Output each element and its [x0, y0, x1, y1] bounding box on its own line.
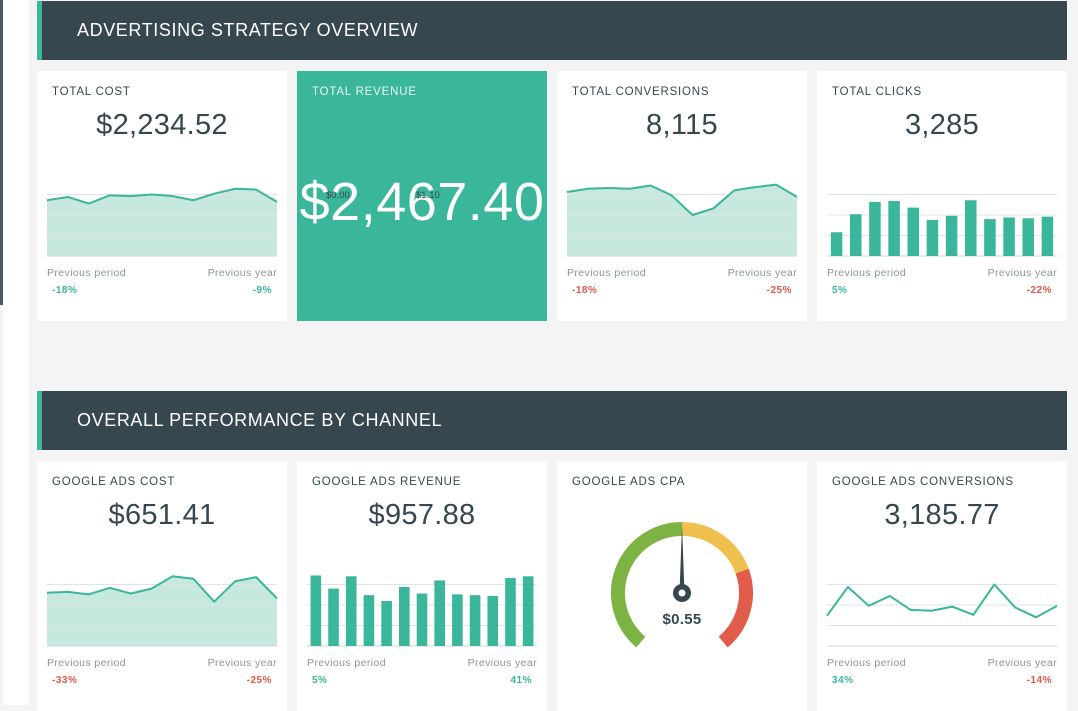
bar-11 [505, 578, 516, 646]
previous-year-change: -25% [247, 675, 272, 686]
bar-12 [523, 576, 534, 646]
gauge-hub-center [679, 590, 686, 597]
bar-2 [346, 576, 357, 646]
widget-big-value: $2,467.40 [297, 171, 547, 233]
previous-period-change: 5% [832, 285, 847, 296]
gauge-segment-warning [682, 529, 742, 571]
widget-title: TOTAL CLICKS [832, 86, 922, 98]
bar-3 [888, 201, 900, 256]
previous-year-change: -22% [1027, 285, 1052, 296]
previous-period-change: 34% [832, 675, 854, 686]
ads-revenue-bar-chart [307, 556, 537, 654]
series-line [827, 585, 1057, 618]
bar-11 [1042, 217, 1054, 256]
widget-total-clicks[interactable]: TOTAL CLICKS 3,285 Previous period Previ… [817, 71, 1067, 321]
widget-title: TOTAL COST [52, 86, 131, 98]
previous-period-label: Previous period [827, 267, 906, 279]
widget-value: $2,234.52 [37, 109, 287, 142]
gauge-min-label: $0.00 [326, 190, 350, 201]
widget-title: GOOGLE ADS CONVERSIONS [832, 476, 1014, 488]
bar-3 [364, 595, 375, 646]
bar-1 [850, 214, 862, 256]
previous-year-label: Previous year [208, 657, 277, 669]
bar-7 [434, 580, 445, 646]
left-panel-strip [3, 0, 29, 705]
previous-year-change: -25% [767, 285, 792, 296]
section-header-overview: ADVERTISING STRATEGY OVERVIEW [37, 1, 1067, 60]
area-fill [567, 185, 797, 256]
widget-value: $651.41 [37, 499, 287, 532]
widget-google-ads-revenue[interactable]: GOOGLE ADS REVENUE $957.88 Previous peri… [297, 461, 547, 711]
widget-google-ads-conversions[interactable]: GOOGLE ADS CONVERSIONS 3,185.77 Previous… [817, 461, 1067, 711]
bar-0 [311, 575, 322, 646]
previous-year-change: 41% [510, 675, 532, 686]
widget-title: GOOGLE ADS COST [52, 476, 175, 488]
bar-10 [1023, 218, 1035, 256]
conversions-area-chart [567, 166, 797, 264]
widget-google-ads-cpa[interactable]: GOOGLE ADS CPA $0.55 [557, 461, 807, 711]
bar-0 [831, 232, 843, 256]
widget-value: 3,185.77 [817, 499, 1067, 532]
widget-title: GOOGLE ADS REVENUE [312, 476, 461, 488]
gauge-value: $0.55 [557, 611, 807, 628]
widget-title: TOTAL CONVERSIONS [572, 86, 709, 98]
bar-7 [965, 200, 977, 256]
previous-year-change: -9% [253, 285, 272, 296]
previous-period-label: Previous period [47, 657, 126, 669]
area-fill [47, 189, 277, 256]
widget-google-ads-cost[interactable]: GOOGLE ADS COST $651.41 Previous period … [37, 461, 287, 711]
widget-title: GOOGLE ADS CPA [572, 476, 685, 488]
bar-8 [984, 219, 996, 256]
previous-period-label: Previous period [47, 267, 126, 279]
widget-value: $957.88 [297, 499, 547, 532]
cost-area-chart [47, 166, 277, 264]
previous-period-change: -33% [52, 675, 77, 686]
previous-year-label: Previous year [988, 267, 1057, 279]
bar-9 [1003, 217, 1015, 256]
widget-total-conversions[interactable]: TOTAL CONVERSIONS 8,115 Previous period … [557, 71, 807, 321]
widget-value: 8,115 [557, 109, 807, 142]
section-header-channel: OVERALL PERFORMANCE BY CHANNEL [37, 391, 1067, 450]
bar-10 [487, 596, 498, 646]
bar-4 [381, 601, 392, 646]
previous-period-change: -18% [572, 285, 597, 296]
widget-title: TOTAL REVENUE [312, 86, 417, 98]
clicks-bar-chart [827, 166, 1057, 264]
previous-period-label: Previous period [827, 657, 906, 669]
ads-cost-area-chart [47, 556, 277, 654]
previous-period-change: 5% [312, 675, 327, 686]
gauge-max-label: $1.10 [416, 190, 440, 201]
bar-5 [399, 587, 410, 646]
widget-value: 3,285 [817, 109, 1067, 142]
section-title: ADVERTISING STRATEGY OVERVIEW [77, 1, 418, 60]
cpa-gauge [557, 501, 807, 666]
previous-period-label: Previous period [567, 267, 646, 279]
previous-year-label: Previous year [728, 267, 797, 279]
previous-year-label: Previous year [468, 657, 537, 669]
previous-period-label: Previous period [307, 657, 386, 669]
gauge-segment-bad [723, 571, 746, 642]
widget-total-cost[interactable]: TOTAL COST $2,234.52 Previous period Pre… [37, 71, 287, 321]
bar-6 [417, 594, 428, 646]
bar-4 [908, 208, 920, 256]
previous-year-label: Previous year [988, 657, 1057, 669]
bar-2 [869, 202, 881, 256]
bar-9 [470, 595, 481, 646]
previous-year-label: Previous year [208, 267, 277, 279]
bar-5 [927, 220, 939, 256]
previous-period-change: -18% [52, 285, 77, 296]
section-title: OVERALL PERFORMANCE BY CHANNEL [77, 391, 442, 450]
area-fill [47, 576, 277, 646]
previous-year-change: -14% [1027, 675, 1052, 686]
bar-6 [946, 216, 958, 256]
ads-conversions-line-chart [827, 556, 1057, 654]
bar-8 [452, 594, 463, 646]
bar-1 [328, 589, 339, 646]
